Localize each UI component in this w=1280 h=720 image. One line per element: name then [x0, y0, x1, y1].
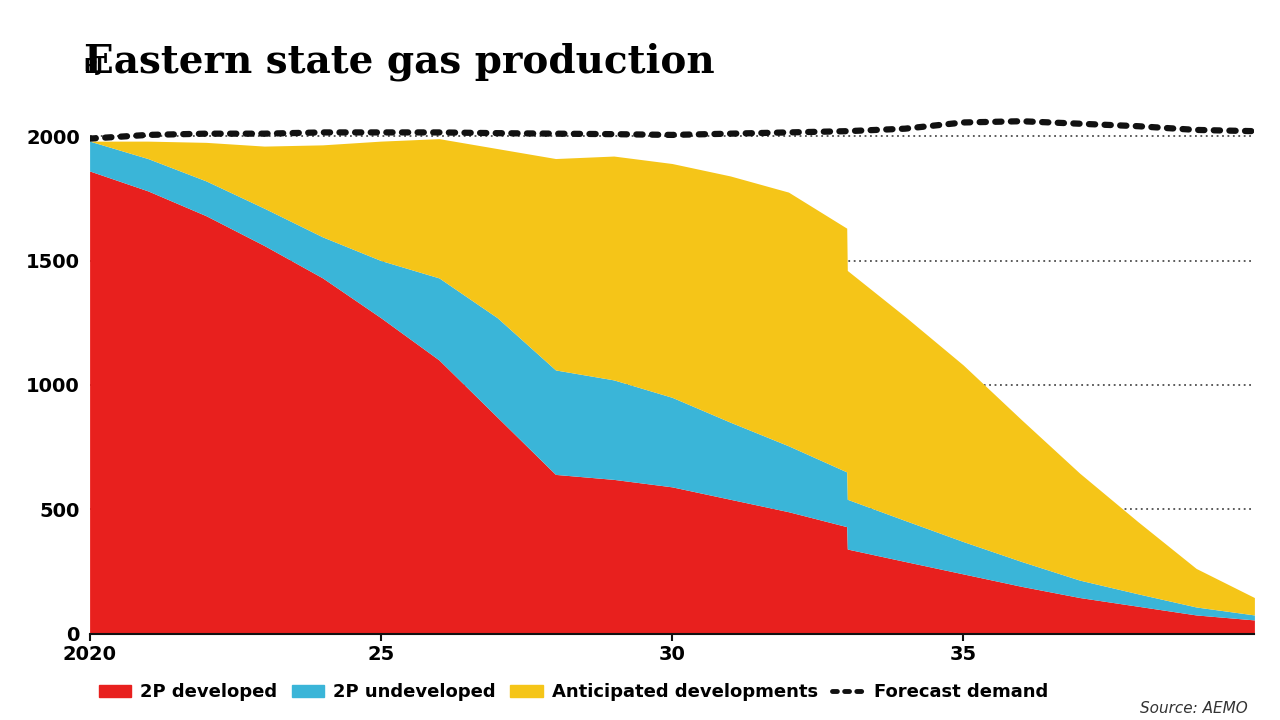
Text: Source: AEMO: Source: AEMO	[1140, 701, 1248, 716]
Legend: 2P developed, 2P undeveloped, Anticipated developments, Forecast demand: 2P developed, 2P undeveloped, Anticipate…	[99, 683, 1048, 701]
Text: Eastern state gas production: Eastern state gas production	[83, 42, 714, 81]
Text: PJ: PJ	[83, 58, 104, 76]
